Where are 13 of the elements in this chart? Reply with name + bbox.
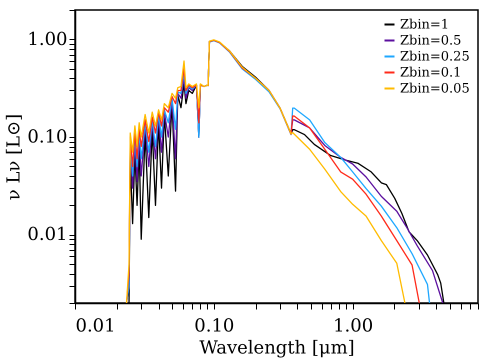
x-tick-label: 0.01	[76, 316, 116, 336]
x-tick-label: 1.00	[333, 316, 374, 336]
y-axis-title: ν Lν [L⊙]	[3, 114, 24, 200]
x-axis-title: Wavelength [μm]	[199, 338, 355, 358]
y-tick-label: 0.10	[27, 126, 68, 148]
legend-label: Zbin=0.25	[400, 50, 470, 64]
y-tick-label: 0.01	[27, 224, 68, 246]
legend-label: Zbin=0.5	[400, 34, 462, 48]
x-tick-label: 0.10	[194, 316, 234, 336]
y-tick-label: 1.00	[27, 28, 68, 50]
legend-label: Zbin=0.05	[400, 82, 470, 96]
legend-label: Zbin=1	[400, 18, 450, 32]
legend-label: Zbin=0.1	[400, 66, 462, 80]
